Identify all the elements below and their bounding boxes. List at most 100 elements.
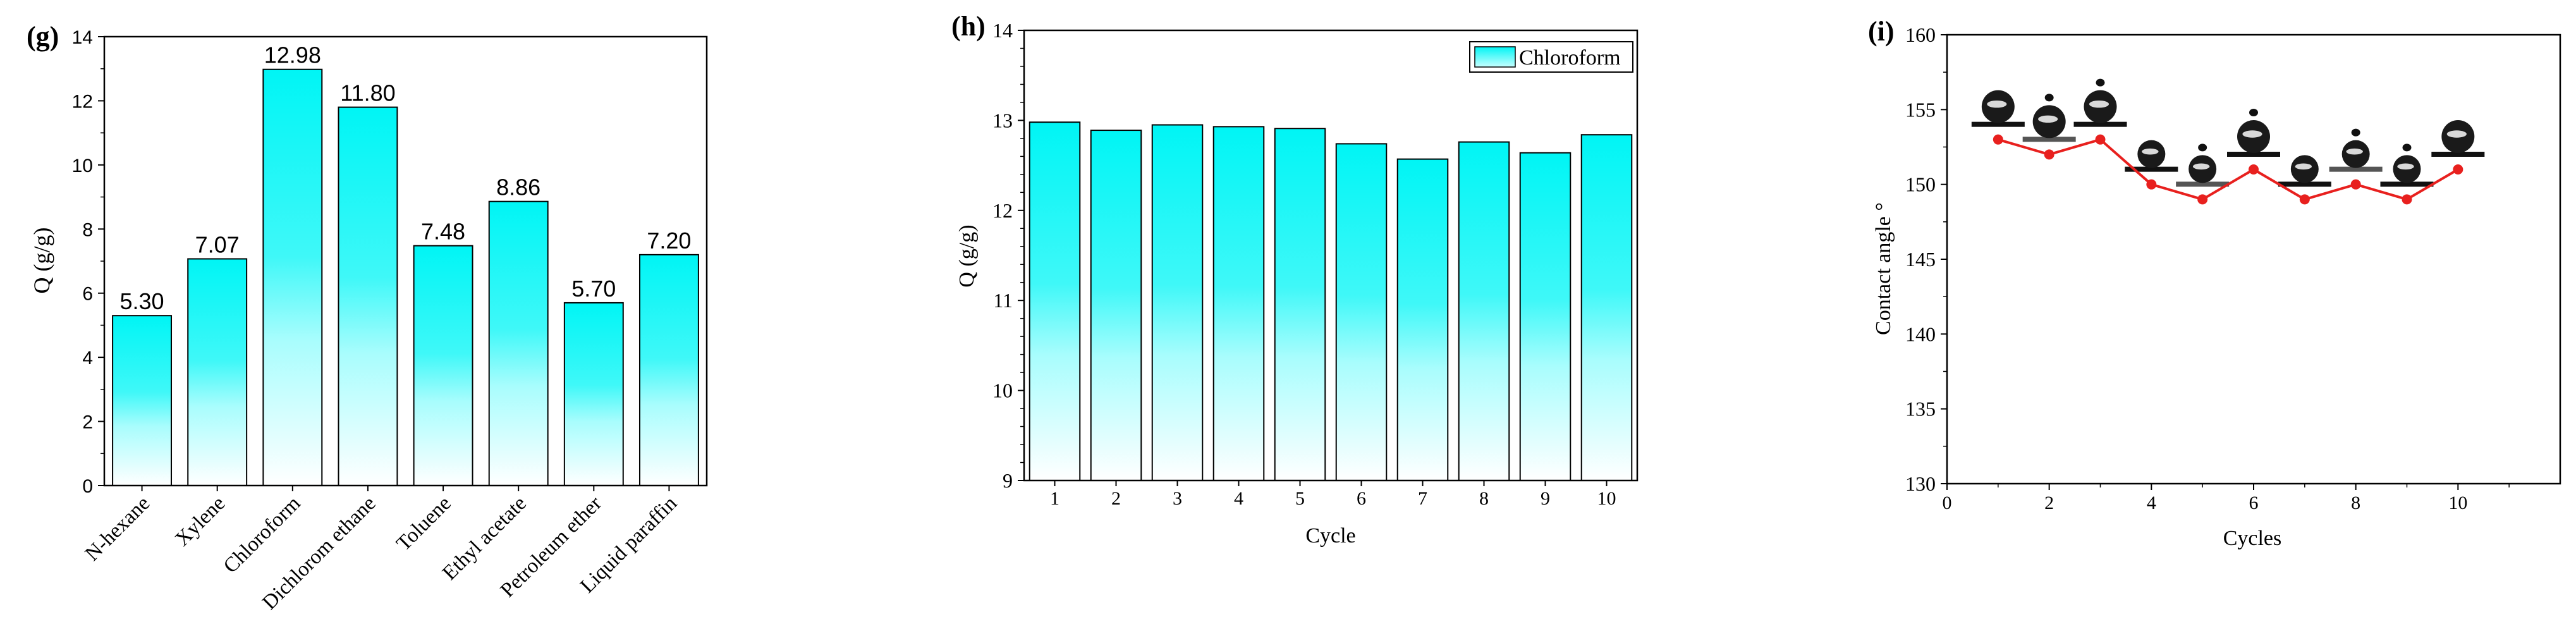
panel-h-y-axis-title: Q (g/g) bbox=[955, 224, 979, 287]
substrate bbox=[2125, 166, 2178, 172]
data-point bbox=[2350, 179, 2361, 190]
panel-i: (i) 130 135 140 145 150 155 160 0 2 4 6 8 10 Contact… bbox=[1868, 16, 2561, 550]
droplet-highlight bbox=[2038, 115, 2058, 123]
x-tick-label: 4 bbox=[1234, 488, 1243, 509]
droplet-highlight bbox=[2397, 163, 2414, 170]
bar-value-label: 7.07 bbox=[195, 231, 240, 257]
y-tick-label: 11 bbox=[993, 289, 1013, 312]
panel-g-bars: 5.30N-hexane7.07Xylene12.98Chloroform11.… bbox=[81, 42, 699, 614]
bar-value-label: 5.30 bbox=[120, 288, 164, 314]
y-tick-label: 155 bbox=[1905, 98, 1936, 121]
bar-3 bbox=[1151, 124, 1204, 481]
data-point bbox=[2044, 149, 2054, 160]
panel-g-y-axis-title: Q (g/g) bbox=[29, 228, 54, 294]
droplet-highlight bbox=[2089, 100, 2109, 108]
panel-i-label: (i) bbox=[1868, 16, 1895, 47]
substrate bbox=[2431, 152, 2485, 157]
y-tick-label: 10 bbox=[992, 379, 1013, 402]
bar-2 bbox=[187, 258, 248, 486]
x-tick-label: 9 bbox=[1541, 488, 1550, 509]
needle-drop bbox=[2351, 128, 2360, 137]
substrate bbox=[2278, 181, 2331, 187]
needle-drop bbox=[2198, 144, 2207, 152]
substrate bbox=[2329, 166, 2383, 172]
bar-8 bbox=[1458, 141, 1510, 482]
bar-value-label: 8.86 bbox=[496, 175, 540, 200]
bar-value-label: 11.80 bbox=[340, 80, 395, 106]
y-tick-label: 13 bbox=[992, 109, 1013, 132]
y-tick-label: 14 bbox=[992, 19, 1013, 42]
x-tick-label: 10 bbox=[2448, 493, 2467, 513]
data-point bbox=[2402, 194, 2412, 205]
data-point bbox=[2249, 164, 2259, 175]
x-tick-label: 2 bbox=[1111, 488, 1121, 509]
y-tick-label: 12 bbox=[72, 91, 93, 112]
substrate bbox=[2073, 121, 2127, 127]
bar-1 bbox=[1029, 121, 1081, 482]
bar-7 bbox=[1396, 158, 1449, 482]
bar-value-label: 12.98 bbox=[264, 42, 321, 68]
legend-label: Chloroform bbox=[1519, 46, 1621, 70]
substrate bbox=[2022, 137, 2076, 142]
droplet-highlight bbox=[1987, 100, 2007, 108]
data-point bbox=[2299, 194, 2310, 205]
plot-frame bbox=[1946, 34, 2561, 485]
x-tick-label: 0 bbox=[1943, 493, 1952, 513]
panel-h-x-axis-title: Cycle bbox=[1305, 524, 1355, 548]
panel-g: (g) 5.30N-hexane7.07Xylene12.98Chlorofor… bbox=[27, 21, 708, 614]
legend-swatch bbox=[1474, 46, 1516, 68]
panel-h-legend: Chloroform bbox=[1469, 41, 1633, 73]
bar-6 bbox=[1335, 143, 1388, 481]
droplet-highlight bbox=[2142, 148, 2159, 155]
bar-5 bbox=[413, 245, 473, 486]
x-tick-label: 5 bbox=[1295, 488, 1305, 509]
droplet-highlight bbox=[2346, 148, 2363, 155]
x-tick-label: 1 bbox=[1050, 488, 1059, 509]
droplet-image bbox=[2022, 94, 2076, 142]
plot-frame bbox=[1023, 29, 1639, 482]
droplet-image bbox=[2125, 140, 2178, 172]
panel-h-bars bbox=[1029, 121, 1633, 482]
data-point bbox=[1993, 134, 2003, 145]
substrate bbox=[2227, 152, 2280, 157]
bar-6 bbox=[488, 200, 549, 486]
data-point bbox=[2146, 179, 2157, 190]
y-tick-label: 150 bbox=[1905, 173, 1936, 196]
y-tick-label: 145 bbox=[1905, 248, 1936, 271]
bar-10 bbox=[1580, 134, 1633, 481]
x-tick-label: 6 bbox=[1357, 488, 1366, 509]
substrate bbox=[2380, 181, 2434, 187]
panel-i-axes: 130 135 140 145 150 155 160 0 2 4 6 8 10 bbox=[1905, 23, 2561, 513]
x-tick-label: Xylene bbox=[171, 492, 230, 551]
x-tick-label: 2 bbox=[2044, 493, 2054, 513]
y-tick-label: 6 bbox=[82, 284, 93, 305]
droplet-image bbox=[2278, 155, 2331, 187]
bar-3 bbox=[262, 68, 323, 486]
substrate bbox=[1971, 121, 2025, 127]
panel-i-line bbox=[1993, 134, 2463, 205]
droplet-highlight bbox=[2295, 163, 2312, 170]
y-tick-label: 135 bbox=[1905, 398, 1936, 420]
droplet-image bbox=[1971, 90, 2025, 127]
needle-drop bbox=[2402, 144, 2412, 152]
series-line bbox=[1998, 138, 2459, 201]
droplet-highlight bbox=[2192, 163, 2210, 170]
droplet-image bbox=[2329, 128, 2383, 172]
bar-7 bbox=[563, 302, 624, 486]
bar-value-label: 5.70 bbox=[571, 276, 616, 302]
y-tick-label: 4 bbox=[82, 348, 93, 369]
x-tick-label: 7 bbox=[1418, 488, 1427, 509]
y-tick-label: 2 bbox=[82, 412, 93, 433]
needle-drop bbox=[2249, 109, 2258, 116]
y-tick-label: 10 bbox=[72, 156, 93, 176]
bar-1 bbox=[112, 315, 173, 486]
y-tick-label: 130 bbox=[1905, 472, 1936, 495]
y-tick-label: 14 bbox=[72, 27, 93, 48]
y-tick-label: 140 bbox=[1905, 322, 1936, 345]
data-point bbox=[2453, 164, 2463, 175]
bar-9 bbox=[1519, 152, 1572, 481]
droplet-image bbox=[2380, 144, 2434, 187]
y-tick-label: 9 bbox=[1003, 469, 1013, 492]
x-tick-label: 8 bbox=[1479, 488, 1489, 509]
bar-5 bbox=[1274, 128, 1326, 481]
